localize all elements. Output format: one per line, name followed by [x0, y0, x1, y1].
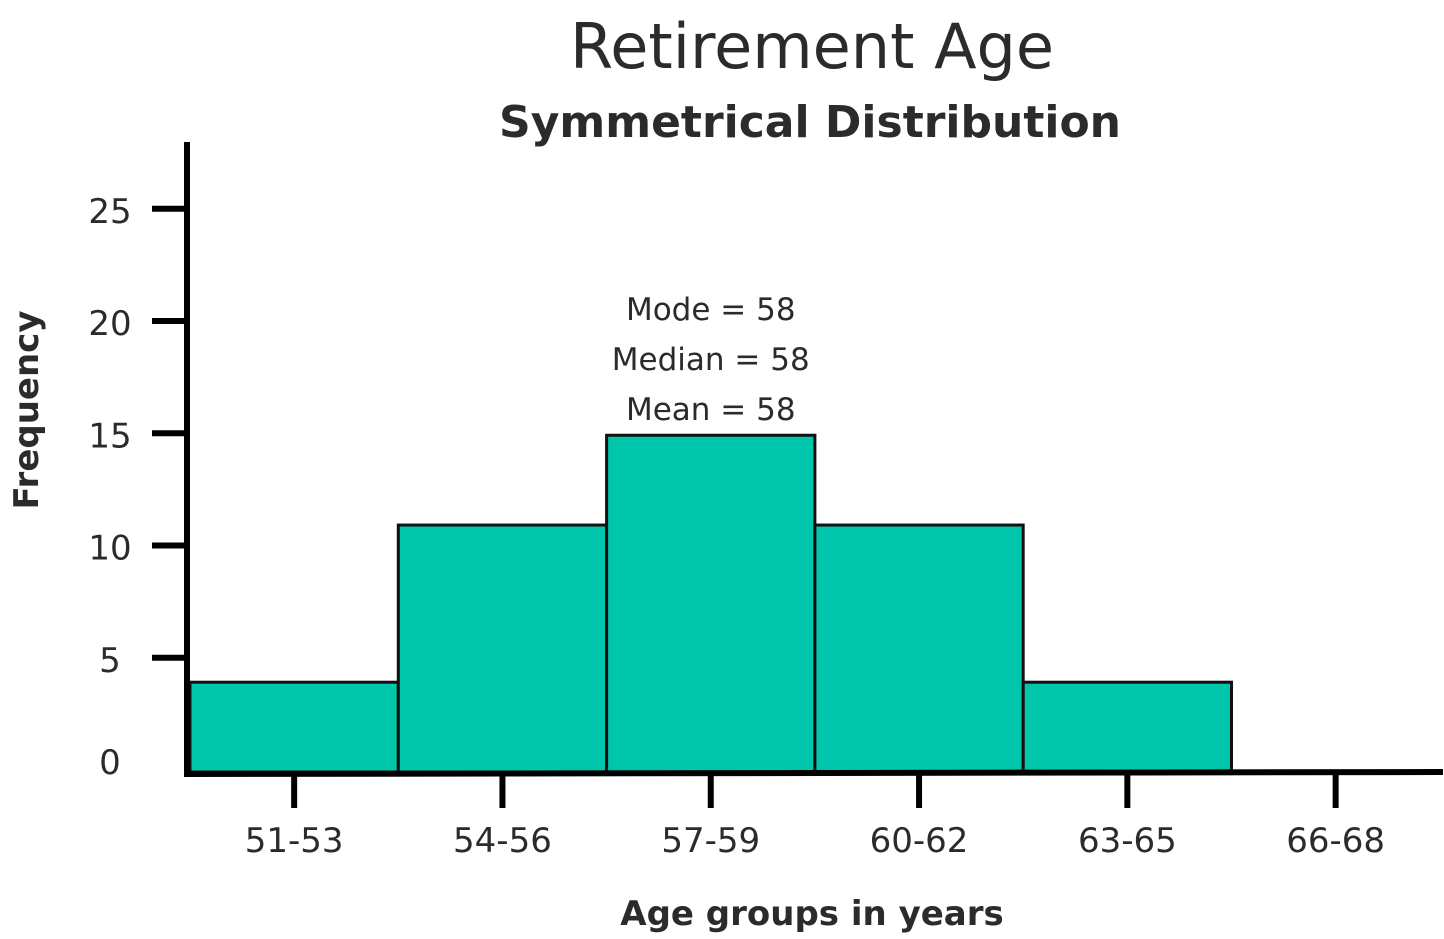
bar-63-65	[1021, 680, 1234, 774]
y-tick-label: 0	[99, 743, 121, 783]
annotations-layer: Mode = 58 Median = 58 Mean = 58	[612, 292, 810, 428]
x-tick-label: 60-62	[870, 821, 969, 861]
y-tick-label: 20	[88, 304, 131, 344]
chart-subtitle: Symmetrical Distribution	[499, 97, 1121, 148]
y-axis-title: Frequency	[7, 310, 47, 509]
y-tick-label: 10	[88, 529, 131, 569]
y-tick-label: 25	[88, 192, 131, 232]
annotation-label: Mode = 58	[626, 292, 796, 328]
bar-51-53	[188, 680, 400, 774]
bar-60-62	[813, 523, 1025, 774]
y-tick-label: 15	[88, 416, 131, 456]
bar-54-56	[396, 523, 609, 774]
x-ticks-layer: 51-53 54-56 57-59 60-62 63-65 66-68	[245, 774, 1385, 861]
x-tick-label: 66-68	[1286, 821, 1385, 861]
y-tick-label: 5	[99, 641, 121, 681]
x-tick-label: 63-65	[1078, 821, 1177, 861]
bar-57-59	[605, 433, 817, 774]
bars-layer	[188, 433, 1234, 774]
annotation-label: Mean = 58	[626, 392, 796, 428]
x-tick-label: 57-59	[661, 821, 760, 861]
x-tick-label: 51-53	[245, 821, 344, 861]
annotation-label: Median = 58	[612, 342, 810, 378]
x-axis-title: Age groups in years	[620, 894, 1004, 934]
chart-title: Retirement Age	[570, 10, 1054, 83]
x-tick-label: 54-56	[453, 821, 552, 861]
x-axis-line	[183, 768, 1444, 778]
y-ticks-layer: 0 5 10 15 20 25	[88, 192, 187, 783]
